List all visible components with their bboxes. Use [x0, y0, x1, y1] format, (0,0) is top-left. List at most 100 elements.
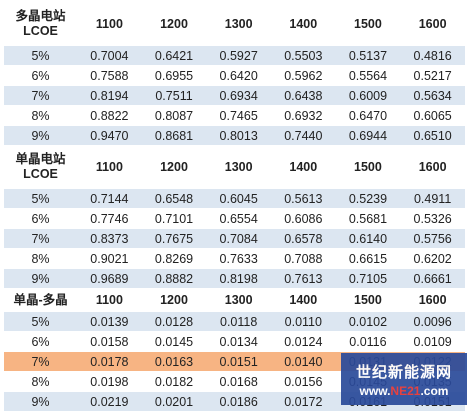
table-cell: 0.7084 — [206, 228, 271, 249]
column-header: 1600 — [400, 145, 465, 189]
table-cell: 0.8194 — [77, 85, 142, 106]
column-header: 1400 — [270, 145, 336, 189]
section-header-row: 单晶-多晶 1100 1200 1300 1400 1500 1600 — [4, 288, 465, 312]
table-cell: 0.6009 — [335, 85, 401, 106]
table-cell: 0.7144 — [77, 188, 142, 209]
table-cell: 0.7746 — [77, 208, 142, 229]
table-cell: 0.5681 — [335, 208, 401, 229]
table-cell: 0.9689 — [77, 268, 142, 289]
table-cell: 0.8198 — [206, 268, 271, 289]
table-cell: 0.7511 — [141, 85, 207, 106]
table-cell: 0.0102 — [335, 311, 401, 332]
table-cell: 0.0182 — [141, 371, 207, 392]
table-cell: 0.0163 — [141, 351, 207, 372]
section-header-row: 单晶电站 LCOE 1100 1200 1300 1400 1500 1600 — [4, 145, 465, 189]
table-cell: 0.5613 — [270, 188, 336, 209]
table-cell: 0.6420 — [206, 65, 271, 86]
section-title-line1: 单晶-多晶 — [13, 292, 68, 307]
column-header: 1200 — [141, 145, 207, 189]
table-cell: 0.5239 — [335, 188, 401, 209]
table-cell: 0.0158 — [77, 331, 142, 352]
table-cell: 0.6661 — [400, 268, 465, 289]
row-label: 9% — [4, 268, 78, 289]
row-label: 7% — [4, 351, 78, 372]
lcoe-table: 多晶电站 LCOE 1100 1200 1300 1400 1500 1600 5% 0.7004… — [4, 3, 465, 412]
section-title: 单晶-多晶 — [4, 288, 78, 312]
table-cell: 0.0178 — [77, 351, 142, 372]
column-header: 1100 — [77, 3, 142, 46]
table-cell: 0.4911 — [400, 188, 465, 209]
table-cell: 0.0116 — [335, 331, 401, 352]
table-cell: 0.9470 — [77, 125, 142, 146]
table-cell: 0.8013 — [206, 125, 271, 146]
table-cell: 0.8681 — [141, 125, 207, 146]
section-title-line1: 多晶电站 — [15, 9, 66, 23]
table-cell: 0.7588 — [77, 65, 142, 86]
section-title: 单晶电站 LCOE — [4, 145, 78, 189]
table-cell: 0.5634 — [400, 85, 465, 106]
column-header: 1200 — [141, 3, 207, 46]
table-cell: 0.5503 — [270, 45, 336, 66]
table-cell: 0.0128 — [141, 311, 207, 332]
column-header: 1200 — [141, 288, 207, 312]
watermark-title: 世纪新能源网 — [355, 363, 452, 381]
column-header: 1300 — [206, 3, 271, 46]
section-title-line2: LCOE — [23, 167, 58, 181]
table-cell: 0.7465 — [206, 105, 271, 126]
table-row: 5% 0.0139 0.0128 0.0118 0.0110 0.0102 0.0096 — [4, 311, 465, 332]
watermark-url-suffix: .com — [420, 383, 449, 398]
table-row: 9% 0.9689 0.8882 0.8198 0.7613 0.7105 0.6661 — [4, 268, 465, 289]
row-label: 6% — [4, 208, 78, 229]
table-row: 6% 0.0158 0.0145 0.0134 0.0124 0.0116 0.0109 — [4, 331, 465, 352]
watermark-logo: 世纪新能源网 www.NE21.com — [341, 353, 467, 405]
column-header: 1300 — [206, 145, 271, 189]
table-cell: 0.0198 — [77, 371, 142, 392]
column-header: 1300 — [206, 288, 271, 312]
table-cell: 0.7004 — [77, 45, 142, 66]
table-cell: 0.0096 — [400, 311, 465, 332]
table-cell: 0.6202 — [400, 248, 465, 269]
table-cell: 0.8087 — [141, 105, 207, 126]
table-cell: 0.6086 — [270, 208, 336, 229]
table-cell: 0.0140 — [270, 351, 336, 372]
section-title-line2: LCOE — [23, 24, 58, 38]
table-cell: 0.0109 — [400, 331, 465, 352]
table-cell: 0.6140 — [335, 228, 401, 249]
column-header: 1500 — [335, 145, 401, 189]
table-row: 8% 0.9021 0.8269 0.7633 0.7088 0.6615 0.6202 — [4, 248, 465, 269]
table-cell: 0.8822 — [77, 105, 142, 126]
watermark-url: www.NE21.com — [360, 384, 449, 398]
table-cell: 0.7105 — [335, 268, 401, 289]
table-cell: 0.9021 — [77, 248, 142, 269]
lcoe-table-body: 多晶电站 LCOE 1100 1200 1300 1400 1500 1600 5% 0.7004… — [4, 3, 465, 412]
table-cell: 0.6438 — [270, 85, 336, 106]
table-cell: 0.0219 — [77, 391, 142, 412]
table-row: 6% 0.7588 0.6955 0.6420 0.5962 0.5564 0.5217 — [4, 65, 465, 86]
watermark-url-prefix: www. — [359, 383, 391, 398]
column-header: 1100 — [77, 288, 142, 312]
table-cell: 0.5137 — [335, 45, 401, 66]
table-cell: 0.0110 — [270, 311, 336, 332]
table-cell: 0.0186 — [206, 391, 271, 412]
table-cell: 0.6578 — [270, 228, 336, 249]
table-cell: 0.6421 — [141, 45, 207, 66]
column-header: 1400 — [270, 3, 336, 46]
table-cell: 0.7633 — [206, 248, 271, 269]
row-label: 5% — [4, 188, 78, 209]
table-cell: 0.0124 — [270, 331, 336, 352]
table-cell: 0.6955 — [141, 65, 207, 86]
section-title: 多晶电站 LCOE — [4, 3, 78, 46]
table-cell: 0.7088 — [270, 248, 336, 269]
row-label: 6% — [4, 65, 78, 86]
table-row: 7% 0.8194 0.7511 0.6934 0.6438 0.6009 0.5634 — [4, 85, 465, 106]
row-label: 9% — [4, 125, 78, 146]
row-label: 5% — [4, 45, 78, 66]
table-cell: 0.0145 — [141, 331, 207, 352]
table-row: 7% 0.8373 0.7675 0.7084 0.6578 0.6140 0.5756 — [4, 228, 465, 249]
table-cell: 0.4816 — [400, 45, 465, 66]
table-cell: 0.6944 — [335, 125, 401, 146]
column-header: 1500 — [335, 3, 401, 46]
table-cell: 0.0134 — [206, 331, 271, 352]
table-cell: 0.0118 — [206, 311, 271, 332]
